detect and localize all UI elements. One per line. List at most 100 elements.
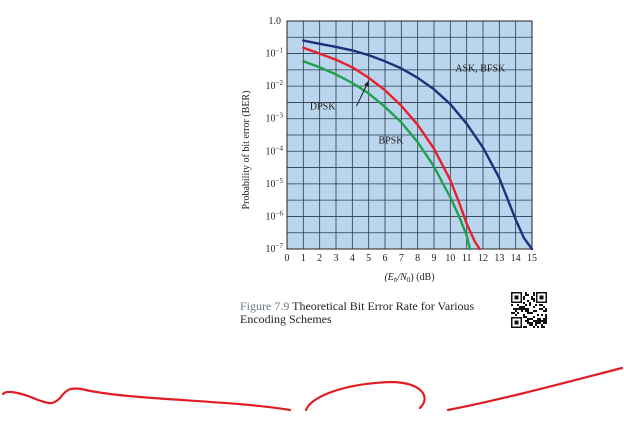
qr-module: [527, 308, 529, 310]
y-tick-label: 10−6: [266, 209, 284, 222]
qr-module: [533, 298, 535, 300]
qr-module: [543, 322, 545, 324]
figure-caption: Figure 7.9 Theoretical Bit Error Rate fo…: [240, 300, 530, 326]
qr-module: [541, 324, 543, 326]
qr-module: [537, 314, 539, 316]
y-tick-label: 10−3: [266, 112, 284, 125]
qr-module: [529, 318, 531, 320]
qr-module: [531, 322, 533, 324]
qr-module: [529, 302, 531, 304]
qr-module: [545, 310, 547, 312]
qr-module: [531, 296, 533, 298]
qr-module: [511, 312, 513, 314]
qr-module: [529, 324, 531, 326]
qr-finder-core: [514, 320, 519, 325]
figure-number: Figure 7.9: [240, 299, 290, 313]
qr-module: [523, 296, 525, 298]
caption-line-2: Encoding Schemes: [240, 312, 332, 326]
qr-module: [543, 326, 545, 328]
x-tick-label: 7: [399, 253, 404, 264]
qr-module: [521, 310, 523, 312]
x-tick-label: 5: [366, 253, 371, 264]
qr-code-icon: [511, 292, 547, 328]
qr-module: [527, 320, 529, 322]
qr-module: [533, 292, 535, 294]
qr-module: [533, 294, 535, 296]
qr-module: [513, 308, 515, 310]
x-tick-label: 10: [445, 253, 455, 264]
qr-module: [523, 302, 525, 304]
qr-module: [535, 310, 537, 312]
qr-module: [523, 316, 525, 318]
qr-module: [533, 326, 535, 328]
qr-module: [539, 304, 541, 306]
qr-module: [525, 326, 527, 328]
x-tick-label: 1: [301, 253, 306, 264]
qr-module: [541, 320, 543, 322]
qr-module: [515, 308, 517, 310]
qr-module: [527, 318, 529, 320]
qr-module: [539, 320, 541, 322]
qr-module: [545, 318, 547, 320]
qr-module: [525, 304, 527, 306]
qr-module: [533, 310, 535, 312]
qr-module: [533, 300, 535, 302]
qr-module: [531, 298, 533, 300]
qr-module: [537, 320, 539, 322]
qr-module: [525, 310, 527, 312]
qr-module: [515, 314, 517, 316]
qr-module: [527, 312, 529, 314]
qr-module: [511, 304, 513, 306]
y-tick-label: 10−5: [266, 177, 284, 190]
x-tick-label: 9: [432, 253, 437, 264]
qr-module: [543, 310, 545, 312]
qr-module: [525, 292, 527, 294]
qr-module: [525, 294, 527, 296]
qr-module: [535, 324, 537, 326]
series-line-bpsk: [302, 60, 472, 251]
qr-module: [527, 322, 529, 324]
y-tick-label: 10−7: [266, 242, 284, 255]
x-tick-label: 12: [478, 253, 488, 264]
qr-finder-core: [514, 295, 519, 300]
qr-module: [541, 326, 543, 328]
qr-module: [529, 304, 531, 306]
x-tick-label: 0: [285, 253, 290, 264]
qr-module: [537, 318, 539, 320]
qr-module: [533, 320, 535, 322]
x-tick-label: 15: [527, 253, 537, 264]
qr-module: [543, 306, 545, 308]
y-tick-label: 10−4: [266, 144, 284, 157]
x-tick-label: 11: [462, 253, 472, 264]
qr-module: [529, 312, 531, 314]
qr-module: [539, 308, 541, 310]
qr-module: [535, 320, 537, 322]
series-annotation: DPSK: [310, 102, 336, 113]
qr-module: [545, 322, 547, 324]
qr-module: [519, 308, 521, 310]
qr-module: [529, 322, 531, 324]
qr-module: [545, 308, 547, 310]
qr-module: [541, 304, 543, 306]
red-pen-scribble: [1, 366, 624, 412]
qr-module: [537, 326, 539, 328]
qr-module: [541, 308, 543, 310]
qr-module: [527, 294, 529, 296]
series-line-ask-bfsk: [302, 39, 534, 251]
qr-module: [517, 308, 519, 310]
qr-module: [543, 318, 545, 320]
y-tick-label: 1.0: [269, 16, 282, 27]
qr-module: [533, 306, 535, 308]
qr-module: [515, 310, 517, 312]
x-axis-label: (Eb/N0) (dB): [384, 272, 434, 284]
series-line-dpsk: [302, 46, 481, 251]
x-tick-label: 4: [350, 253, 355, 264]
qr-module: [523, 326, 525, 328]
qr-module: [545, 320, 547, 322]
qr-module: [519, 306, 521, 308]
qr-module: [521, 308, 523, 310]
qr-module: [543, 320, 545, 322]
qr-module: [521, 306, 523, 308]
annotation-arrow-head: [364, 80, 369, 87]
qr-module: [523, 306, 525, 308]
